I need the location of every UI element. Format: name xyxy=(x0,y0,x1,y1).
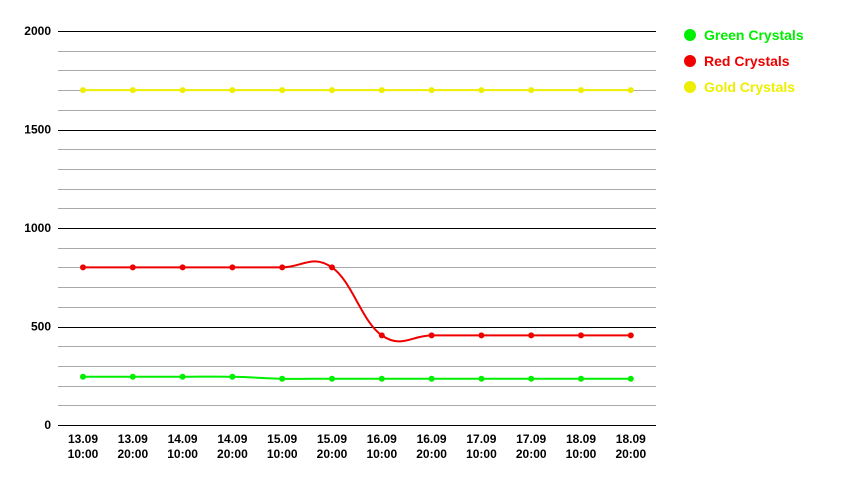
legend-item-gold-crystals: Gold Crystals xyxy=(684,74,804,100)
red-crystals-point xyxy=(80,264,86,271)
x-tick-line: 20:00 xyxy=(516,447,547,461)
x-tick-label: 15.09 10:00 xyxy=(267,432,298,461)
red-crystals-point xyxy=(129,264,136,271)
gold-crystals-point xyxy=(528,87,535,94)
x-tick-label: 14.09 20:00 xyxy=(217,432,248,461)
y-tick-label: 0 xyxy=(44,418,51,432)
legend: Green Crystals Red Crystals Gold Crystals xyxy=(684,22,804,100)
x-tick-line: 10:00 xyxy=(566,447,597,461)
green-crystals-point xyxy=(478,375,485,382)
legend-label: Red Crystals xyxy=(704,53,790,69)
gold-crystals-point xyxy=(378,87,385,94)
x-tick-line: 10:00 xyxy=(466,447,497,461)
gold-crystals-point xyxy=(478,87,485,94)
y-axis-ticks: 0 500 1000 1500 2000 xyxy=(24,24,51,432)
x-tick-line: 18.09 xyxy=(616,432,646,446)
x-tick-line: 10:00 xyxy=(68,447,99,461)
x-tick-line: 20:00 xyxy=(317,447,348,461)
x-tick-line: 14.09 xyxy=(217,432,247,446)
red-crystals-point xyxy=(528,332,535,339)
gold-crystals-point xyxy=(279,87,286,94)
green-crystals-point xyxy=(129,373,136,380)
x-tick-label: 13.09 20:00 xyxy=(117,432,148,461)
y-tick-label: 1000 xyxy=(24,221,51,235)
x-tick-line: 16.09 xyxy=(367,432,397,446)
red-crystals-point xyxy=(428,332,435,339)
gold-crystals-point xyxy=(329,87,335,94)
x-tick-line: 10:00 xyxy=(366,447,397,461)
x-tick-line: 13.09 xyxy=(68,432,98,446)
green-crystals-line xyxy=(83,375,631,380)
x-tick-line: 15.09 xyxy=(267,432,297,446)
green-crystals-point xyxy=(378,375,385,382)
x-tick-line: 20:00 xyxy=(615,447,646,461)
gold-crystals-point xyxy=(627,87,634,94)
gold-crystals-point xyxy=(129,87,136,94)
x-tick-label: 17.09 20:00 xyxy=(516,432,547,461)
x-tick-label: 16.09 20:00 xyxy=(416,432,447,461)
legend-swatch xyxy=(684,81,696,93)
red-crystals-point xyxy=(229,264,236,271)
x-tick-line: 10:00 xyxy=(167,447,198,461)
green-crystals-point xyxy=(179,373,186,380)
x-tick-label: 18.09 10:00 xyxy=(566,432,597,461)
y-tick-label: 2000 xyxy=(24,24,51,38)
x-tick-label: 18.09 20:00 xyxy=(615,432,646,461)
green-crystals-point xyxy=(80,373,86,380)
x-tick-line: 17.09 xyxy=(516,432,546,446)
x-tick-label: 16.09 10:00 xyxy=(366,432,397,461)
x-tick-label: 13.09 10:00 xyxy=(68,432,99,461)
red-crystals-point xyxy=(329,264,335,271)
legend-item-green-crystals: Green Crystals xyxy=(684,22,804,48)
green-crystals-point xyxy=(229,373,236,380)
gold-crystals-point xyxy=(428,87,435,94)
x-tick-line: 14.09 xyxy=(168,432,198,446)
x-tick-line: 20:00 xyxy=(217,447,248,461)
x-tick-label: 17.09 10:00 xyxy=(466,432,497,461)
x-tick-line: 20:00 xyxy=(117,447,148,461)
red-crystals-point xyxy=(578,332,584,339)
red-crystals-point xyxy=(279,264,286,271)
series-lines xyxy=(82,89,631,380)
x-tick-label: 15.09 20:00 xyxy=(317,432,348,461)
red-crystals-line xyxy=(83,260,631,343)
x-tick-line: 20:00 xyxy=(416,447,447,461)
red-crystals-point xyxy=(179,264,186,271)
legend-label: Green Crystals xyxy=(704,27,804,43)
y-tick-label: 1500 xyxy=(24,123,51,137)
x-tick-line: 13.09 xyxy=(118,432,148,446)
x-tick-line: 18.09 xyxy=(566,432,596,446)
gold-crystals-point xyxy=(179,87,186,94)
red-crystals-point xyxy=(627,332,634,339)
series-points xyxy=(80,87,634,382)
legend-label: Gold Crystals xyxy=(704,79,796,95)
legend-swatch xyxy=(684,55,696,67)
green-crystals-point xyxy=(428,375,435,382)
green-crystals-point xyxy=(279,375,286,382)
legend-swatch xyxy=(684,29,696,41)
gold-crystals-point xyxy=(80,87,86,94)
x-tick-line: 16.09 xyxy=(417,432,447,446)
legend-item-red-crystals: Red Crystals xyxy=(684,48,804,74)
x-tick-line: 15.09 xyxy=(317,432,347,446)
gold-crystals-point xyxy=(578,87,584,94)
x-tick-line: 10:00 xyxy=(267,447,298,461)
y-tick-label: 500 xyxy=(31,320,51,334)
green-crystals-point xyxy=(578,375,584,382)
green-crystals-point xyxy=(329,375,335,382)
x-tick-line: 17.09 xyxy=(466,432,496,446)
red-crystals-point xyxy=(378,332,385,339)
green-crystals-point xyxy=(627,375,634,382)
gold-crystals-point xyxy=(229,87,236,94)
x-tick-label: 14.09 10:00 xyxy=(167,432,198,461)
green-crystals-point xyxy=(528,375,535,382)
red-crystals-point xyxy=(478,332,485,339)
